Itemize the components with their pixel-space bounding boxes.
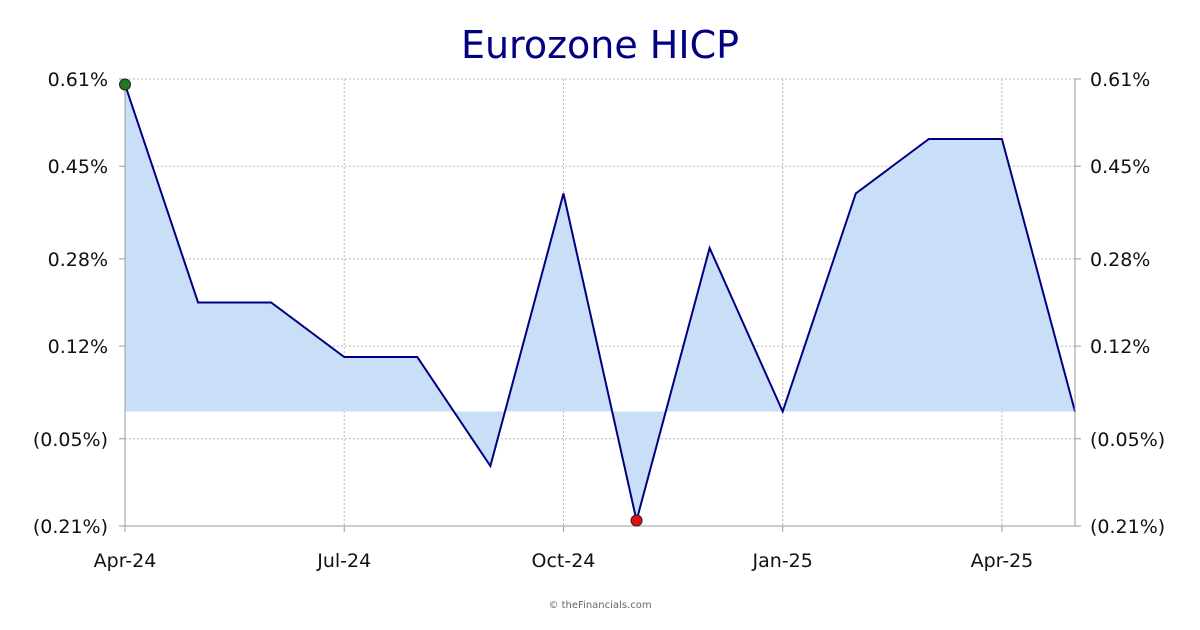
x-tick-label: Apr-24 xyxy=(94,550,157,572)
area-layer xyxy=(124,84,1076,521)
x-tick-label: Jan-25 xyxy=(752,550,813,572)
y-tick-label-left: 0.45% xyxy=(48,156,108,178)
y-tick-label-right: 0.28% xyxy=(1090,249,1150,271)
x-tick-label: Jul-24 xyxy=(316,550,371,572)
y-tick-label-left: 0.12% xyxy=(48,336,108,358)
x-axis-labels: Apr-24 Jul-24 Oct-24 Jan-25 Apr-25 xyxy=(94,550,1034,572)
series-line xyxy=(124,84,1076,521)
marker-layer xyxy=(119,78,643,527)
credit-text: © theFinancials.com xyxy=(548,600,651,611)
y-tick-label-right: 0.12% xyxy=(1090,336,1150,358)
y-tick-label-left: (0.21%) xyxy=(33,516,108,538)
x-tick-label: Apr-25 xyxy=(971,550,1034,572)
area-fill xyxy=(125,84,1075,521)
y-axis-right-labels: 0.61% 0.45% 0.28% 0.12% (0.05%) (0.21%) xyxy=(1090,69,1165,538)
chart-title: Eurozone HICP xyxy=(461,23,739,67)
y-tick-label-left: (0.05%) xyxy=(33,429,108,451)
y-tick-label-left: 0.61% xyxy=(48,69,108,91)
min-value-marker xyxy=(630,514,643,527)
x-tick-label: Oct-24 xyxy=(532,550,596,572)
y-tick-label-right: (0.05%) xyxy=(1090,429,1165,451)
plot-frame xyxy=(119,78,1081,532)
y-tick-label-right: 0.61% xyxy=(1090,69,1150,91)
y-tick-label-right: (0.21%) xyxy=(1090,516,1165,538)
max-value-marker xyxy=(119,78,131,91)
y-tick-label-right: 0.45% xyxy=(1090,156,1150,178)
y-axis-left-labels: 0.61% 0.45% 0.28% 0.12% (0.05%) (0.21%) xyxy=(33,69,108,538)
y-tick-label-left: 0.28% xyxy=(48,249,108,271)
